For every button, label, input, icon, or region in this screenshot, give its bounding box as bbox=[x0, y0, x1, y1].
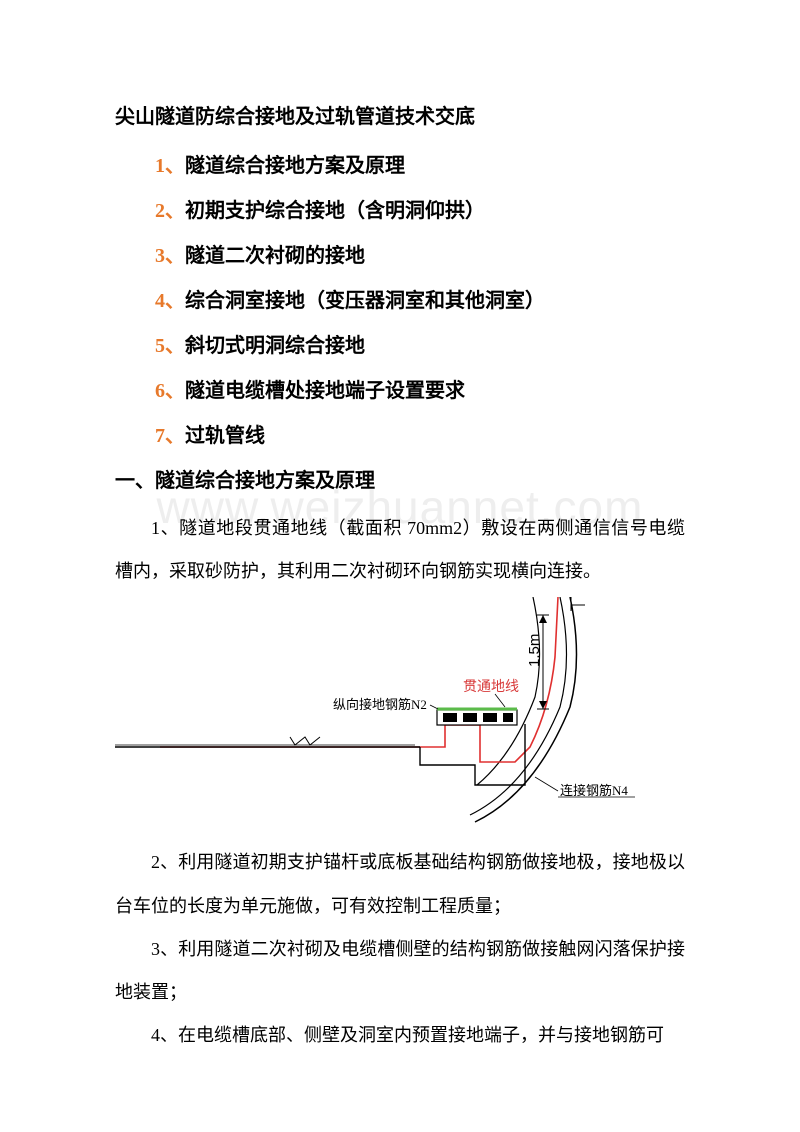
toc-item-3: 3、隧道二次衬砌的接地 bbox=[115, 239, 685, 268]
toc-item-4: 4、综合洞室接地（变压器洞室和其他洞室） bbox=[115, 284, 685, 313]
label-guantong: 贯通地线 bbox=[463, 679, 519, 695]
toc-text: 初期支护综合接地（含明洞仰拱） bbox=[185, 200, 485, 222]
tunnel-diagram: 1.5m 贯通地线 纵向接地钢筋N2 连接钢筋N4 bbox=[115, 597, 685, 827]
toc-text: 隧道电缆槽处接地端子设置要求 bbox=[185, 380, 465, 402]
paragraph-2: 2、利用隧道初期支护锚杆或底板基础结构钢筋做接地极，接地极以台车位的长度为单元施… bbox=[115, 841, 685, 927]
paragraph-4: 4、在电缆槽底部、侧壁及洞室内预置接地端子，并与接地钢筋可 bbox=[115, 1014, 685, 1057]
toc-text: 隧道综合接地方案及原理 bbox=[185, 155, 405, 177]
toc-item-5: 5、斜切式明洞综合接地 bbox=[115, 329, 685, 358]
toc-item-1: 1、隧道综合接地方案及原理 bbox=[115, 149, 685, 178]
toc-num: 3、 bbox=[155, 245, 185, 267]
toc-text: 隧道二次衬砌的接地 bbox=[185, 245, 365, 267]
label-zongxiang: 纵向接地钢筋N2 bbox=[333, 697, 427, 712]
dim-label: 1.5m bbox=[526, 634, 543, 667]
toc-num: 5、 bbox=[155, 335, 185, 357]
toc-num: 1、 bbox=[155, 155, 185, 177]
label-lianjie: 连接钢筋N4 bbox=[560, 783, 628, 798]
paragraph-1: 1、隧道地段贯通地线（截面积 70mm2）敷设在两侧通信信号电缆槽内，采取砂防护… bbox=[115, 507, 685, 593]
toc-num: 7、 bbox=[155, 425, 185, 447]
toc-num: 4、 bbox=[155, 290, 185, 312]
toc-num: 2、 bbox=[155, 200, 185, 222]
toc-item-2: 2、初期支护综合接地（含明洞仰拱） bbox=[115, 194, 685, 223]
toc-text: 综合洞室接地（变压器洞室和其他洞室） bbox=[185, 290, 545, 312]
toc-item-7: 7、过轨管线 bbox=[115, 419, 685, 448]
toc-item-6: 6、隧道电缆槽处接地端子设置要求 bbox=[115, 374, 685, 403]
toc-text: 过轨管线 bbox=[185, 425, 265, 447]
document-title: 尖山隧道防综合接地及过轨管道技术交底 bbox=[115, 100, 685, 129]
page-content: 尖山隧道防综合接地及过轨管道技术交底 1、隧道综合接地方案及原理 2、初期支护综… bbox=[0, 0, 800, 1057]
paragraph-3: 3、利用隧道二次衬砌及电缆槽侧壁的结构钢筋做接触网闪落保护接地装置； bbox=[115, 928, 685, 1014]
toc-num: 6、 bbox=[155, 380, 185, 402]
toc-text: 斜切式明洞综合接地 bbox=[185, 335, 365, 357]
section-heading: 一、隧道综合接地方案及原理 bbox=[115, 464, 685, 493]
